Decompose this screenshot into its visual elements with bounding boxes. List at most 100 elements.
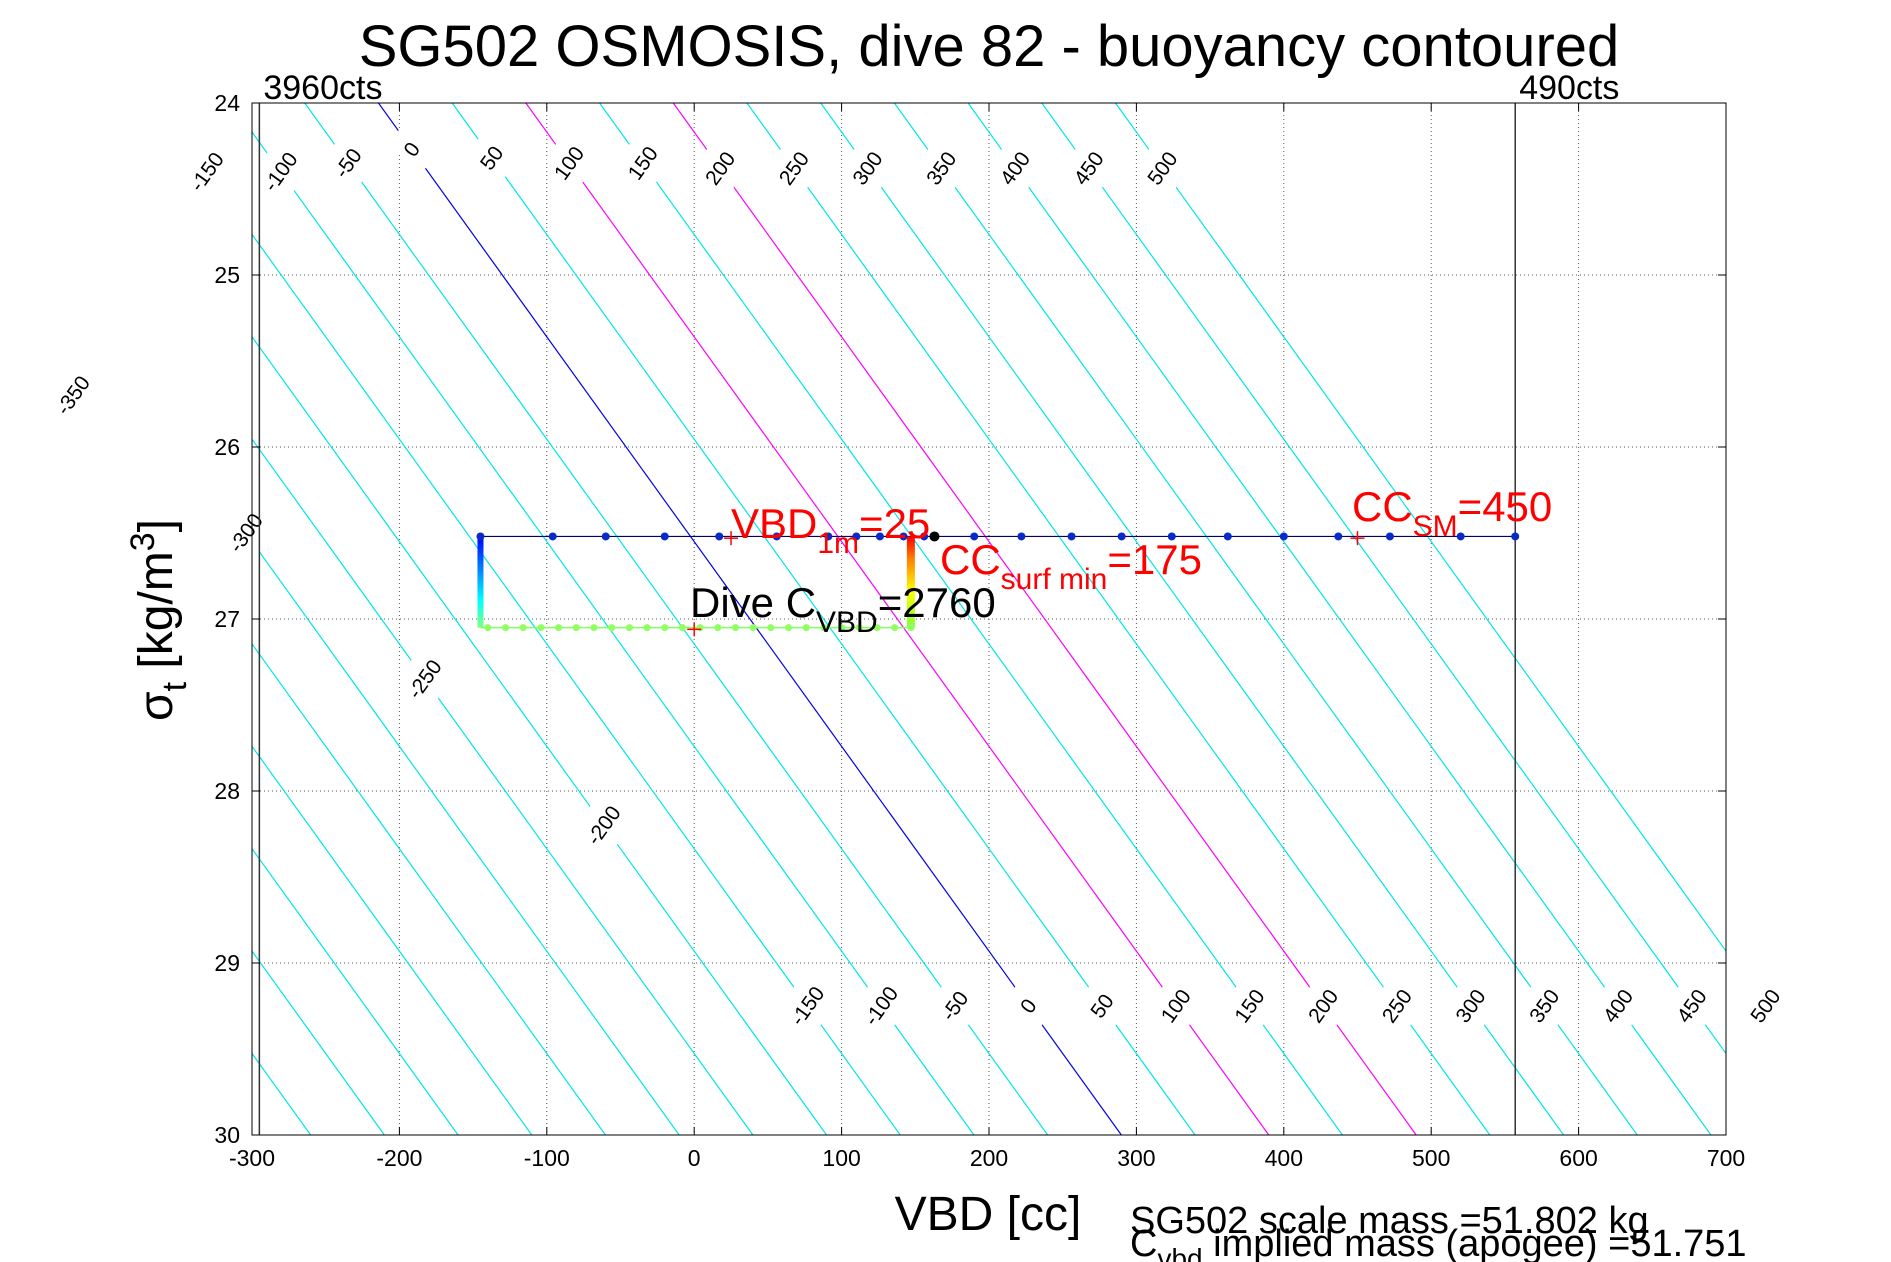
contour-line	[252, 745, 533, 1135]
axis-ticks: -300 -200 -100 0 100 200 300 400 500 600 700 24 25 26…	[214, 90, 1745, 1171]
contour-line	[252, 847, 459, 1135]
dive-point-bottom	[519, 624, 527, 632]
contour-label-mask	[1594, 985, 1642, 1027]
contour-line	[252, 233, 901, 1135]
dive-point-bottom	[749, 624, 757, 632]
contour-label-mask	[1741, 985, 1790, 1027]
dive-point-bottom	[484, 624, 492, 632]
annotation-vbd-1m: VBD1m=25	[731, 500, 930, 560]
x-tick-label: 500	[1412, 1145, 1450, 1171]
contour-label-mask	[1447, 985, 1495, 1027]
grid	[252, 103, 1726, 1135]
x-tick-label: 200	[970, 1145, 1008, 1171]
dive-path-ascent-segment	[906, 536, 915, 628]
dive-point-bottom	[838, 624, 846, 632]
contour-label-mask	[1138, 147, 1187, 190]
dive-point-top	[476, 532, 485, 541]
contour-label-mask	[256, 150, 305, 193]
annotation-cc-sm: CCSM=450	[1352, 483, 1552, 543]
contour-line	[252, 335, 828, 1135]
annotation-cc-surf-min: CCsurf min=175	[940, 536, 1202, 596]
dive-point-top	[875, 532, 884, 541]
dive-point-bottom	[661, 624, 669, 632]
dive-point-top	[660, 532, 669, 541]
dive-point-top	[920, 532, 929, 541]
dive-point-top	[601, 532, 610, 541]
y-axis-label-units: [kg/m	[130, 551, 183, 682]
dive-point-bottom	[731, 624, 739, 632]
dive-point-bottom	[555, 624, 563, 632]
y-axis-label-sub: t	[156, 681, 194, 691]
buoyancy-contours	[252, 103, 1726, 1135]
contour-label-mask	[696, 147, 745, 190]
contour-label-mask	[1078, 985, 1126, 1027]
annotations: VBD1m=25 CCSM=450 CCsurf min=175 Dive CV…	[690, 483, 1552, 639]
dive-point-bottom	[643, 624, 651, 632]
dive-point-top	[852, 532, 861, 541]
dive-point-bottom	[907, 624, 915, 632]
contour-label-mask	[183, 150, 231, 193]
contour-label-mask	[1065, 147, 1113, 190]
contour-line	[252, 131, 975, 1135]
dive-point-bottom	[714, 624, 722, 632]
dive-point-bottom	[855, 624, 863, 632]
contour-label-mask	[1299, 985, 1348, 1027]
dive-point-top	[1334, 532, 1343, 541]
contour-line	[252, 438, 754, 1135]
dive-point-top	[899, 532, 908, 541]
x-tick-label: 0	[688, 1145, 701, 1171]
contour-line	[252, 950, 385, 1135]
y-tick-label: 28	[214, 778, 240, 804]
dive-point-bottom	[537, 624, 545, 632]
y-tick-label: 24	[214, 90, 240, 116]
contour-label-mask	[1373, 985, 1421, 1027]
contour-line	[672, 103, 1417, 1135]
y-tick-label: 25	[214, 262, 240, 288]
contour-line	[820, 103, 1565, 1135]
dive-point-bottom	[820, 624, 828, 632]
x-tick-label: -200	[376, 1145, 422, 1171]
contour-line	[252, 540, 680, 1135]
dive-point-top	[824, 532, 833, 541]
contour-line	[746, 103, 1491, 1135]
x-tick-label: 400	[1265, 1145, 1303, 1171]
y-tick-label: 29	[214, 950, 240, 976]
contour-line	[451, 103, 1196, 1135]
dive-point-top	[1067, 532, 1076, 541]
dive-point-top	[1279, 532, 1288, 541]
dive-point-top	[715, 532, 724, 541]
contour-labels: -400-350-300-250-200-150-100-50050100150…	[49, 128, 1790, 1030]
contour-label-mask	[931, 985, 979, 1027]
dive-point-top	[1511, 532, 1520, 541]
dive-point-bottom	[785, 624, 793, 632]
contour-label-mask	[917, 147, 966, 190]
contour-label-mask	[857, 985, 905, 1027]
contour-line	[1041, 103, 1726, 1055]
chart-title: SG502 OSMOSIS, dive 82 - buoyancy contou…	[359, 14, 1620, 79]
dive-point-top	[1117, 532, 1126, 541]
contour-label-mask	[1225, 985, 1274, 1027]
y-axis-label-sup: 3	[124, 532, 162, 551]
x-tick-label: 700	[1707, 1145, 1745, 1171]
y-tick-label: 26	[214, 434, 240, 460]
dive-path	[476, 531, 1520, 637]
dive-point-top	[1385, 532, 1394, 541]
dive-point-bottom	[891, 624, 899, 632]
x-tick-label: 100	[822, 1145, 860, 1171]
contour-label-mask	[1152, 985, 1200, 1027]
dive-point-top	[1456, 532, 1465, 541]
y-axis-label-main: σ	[130, 691, 183, 721]
contour-label-mask	[401, 658, 449, 701]
contour-label-mask	[770, 147, 818, 190]
dive-point-top	[1167, 532, 1176, 541]
x-tick-label: -100	[524, 1145, 570, 1171]
contour-label-mask	[783, 985, 832, 1027]
dive-point-bottom	[802, 624, 810, 632]
contour-line	[599, 103, 1343, 1135]
dive-point-bottom	[678, 624, 686, 632]
contour-line	[893, 103, 1638, 1135]
contour-label-mask	[545, 142, 593, 185]
dive-point-bottom	[608, 624, 616, 632]
vbd-limit-label: 490cts	[1519, 69, 1619, 107]
x-tick-label: -300	[229, 1145, 275, 1171]
